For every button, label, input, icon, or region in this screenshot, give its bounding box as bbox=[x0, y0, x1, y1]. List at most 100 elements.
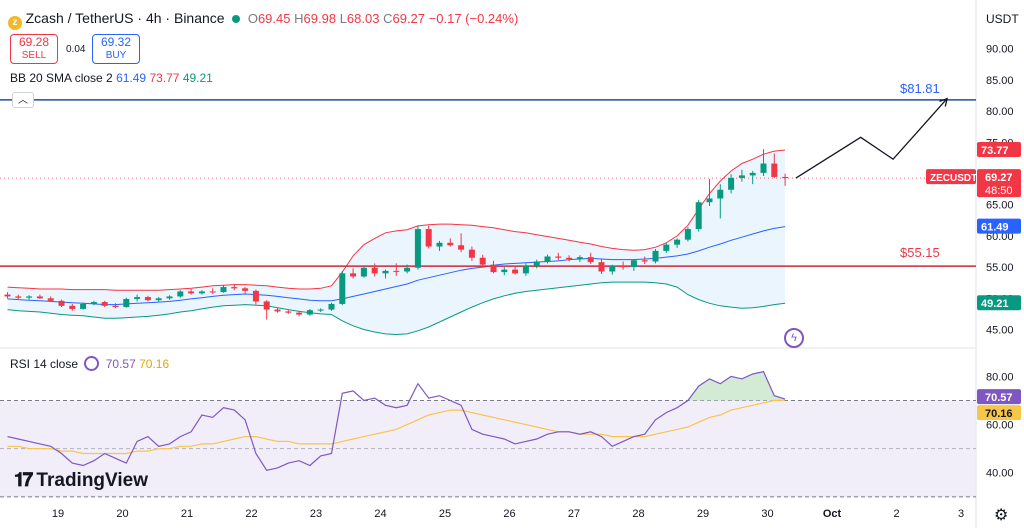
candle-body bbox=[263, 301, 270, 310]
bb-upper-value: 73.77 bbox=[149, 71, 180, 85]
candle-body bbox=[771, 163, 778, 177]
bb-legend[interactable]: BB 20 SMA close 2 61.49 73.77 49.21 bbox=[10, 71, 213, 85]
candle-body bbox=[620, 265, 627, 268]
market-status-dot-icon bbox=[232, 15, 241, 23]
candle-body bbox=[317, 309, 324, 311]
candle-body bbox=[458, 245, 465, 250]
candle-body bbox=[425, 229, 432, 247]
candle-body bbox=[274, 309, 281, 312]
candle-body bbox=[112, 305, 119, 308]
candle-body bbox=[26, 296, 33, 298]
close-value: 69.27 bbox=[392, 11, 426, 26]
candle-body bbox=[674, 239, 681, 245]
candle-body bbox=[4, 294, 11, 297]
rsi-legend-label: RSI 14 close bbox=[10, 357, 79, 371]
hline-label-81-81: $81.81 bbox=[900, 81, 940, 96]
candle-body bbox=[544, 256, 551, 262]
candle-body bbox=[350, 273, 357, 277]
rsi-y-tick-label: 40.00 bbox=[986, 468, 1014, 480]
x-tick-label: 23 bbox=[310, 508, 322, 520]
candle-body bbox=[522, 265, 529, 274]
candle-body bbox=[123, 298, 130, 308]
candle-body bbox=[285, 311, 292, 313]
sell-price: 69.28 bbox=[18, 35, 50, 49]
x-tick-label: 30 bbox=[761, 508, 773, 520]
candle-body bbox=[555, 256, 562, 258]
bb-legend-label: BB 20 SMA close 2 bbox=[10, 71, 113, 85]
settings-gear-icon[interactable]: ⚙ bbox=[994, 507, 1009, 524]
candle-body bbox=[479, 257, 486, 265]
candle-body bbox=[717, 189, 724, 199]
y-tick-label: 85.00 bbox=[986, 75, 1014, 87]
rsi-value: 70.57 bbox=[105, 357, 136, 371]
candle-body bbox=[252, 290, 259, 302]
y-tick-label: 80.00 bbox=[986, 106, 1014, 118]
sell-button[interactable]: 69.28 SELL bbox=[10, 34, 58, 64]
candle-body bbox=[198, 291, 205, 294]
countdown-tag: 48:50 bbox=[985, 185, 1013, 197]
change-value: −0.17 (−0.24%) bbox=[428, 11, 519, 26]
currency-label: USDT bbox=[986, 12, 1019, 26]
candle-body bbox=[447, 242, 454, 246]
collapse-chevron-icon[interactable]: ︿ bbox=[12, 92, 34, 108]
x-tick-label: 26 bbox=[503, 508, 515, 520]
candle-body bbox=[47, 298, 54, 301]
candle-body bbox=[749, 172, 756, 176]
candle-body bbox=[587, 257, 594, 263]
projection-arrowhead bbox=[939, 97, 949, 107]
rsi-settings-icon[interactable] bbox=[84, 356, 100, 371]
zcash-coin-icon: z bbox=[8, 16, 22, 30]
candle-body bbox=[58, 300, 65, 306]
bb-lower-value: 49.21 bbox=[182, 71, 213, 85]
candle-body bbox=[414, 229, 421, 268]
candle-body bbox=[566, 257, 573, 260]
low-value: 68.03 bbox=[346, 11, 380, 26]
rsi-ma-line bbox=[7, 399, 786, 455]
candle-body bbox=[155, 298, 162, 301]
y-tick-label: 45.00 bbox=[986, 325, 1014, 337]
buy-button[interactable]: 69.32 BUY bbox=[92, 34, 140, 64]
chevron-down-icon: ⌄ bbox=[1022, 12, 1024, 26]
candle-body bbox=[468, 249, 475, 258]
rsi-legend[interactable]: RSI 14 close 70.57 70.16 bbox=[10, 356, 169, 371]
candle-body bbox=[177, 291, 184, 297]
candle-body bbox=[90, 302, 97, 304]
candle-body bbox=[339, 273, 346, 304]
x-tick-label: 3 bbox=[958, 508, 964, 520]
bb-basis-price-tag: 61.49 bbox=[981, 222, 1009, 234]
candle-body bbox=[663, 244, 670, 251]
candle-body bbox=[728, 177, 735, 190]
sell-label: SELL bbox=[21, 50, 47, 61]
last-price-tag-bg bbox=[977, 169, 1021, 198]
bolt-icon[interactable]: ϟ bbox=[784, 328, 804, 348]
spread-value: 0.04 bbox=[66, 44, 86, 55]
bb-basis-price-tag-bg bbox=[977, 218, 1021, 234]
open-value: 69.45 bbox=[257, 11, 291, 26]
candle-body bbox=[371, 267, 378, 274]
symbol-tag: ZECUSDT bbox=[930, 173, 977, 184]
candle-body bbox=[695, 202, 702, 230]
rsi-value-tag-bg bbox=[977, 389, 1021, 405]
candle-body bbox=[501, 269, 508, 273]
currency-selector[interactable]: USDT ⌄ bbox=[986, 12, 1024, 26]
candle-body bbox=[533, 261, 540, 266]
hline-label-55-15: $55.15 bbox=[900, 245, 940, 260]
bb-fill bbox=[7, 150, 786, 335]
y-tick-label: 55.00 bbox=[986, 262, 1014, 274]
candle-body bbox=[760, 163, 767, 173]
candle-body bbox=[490, 264, 497, 273]
candle-body bbox=[306, 310, 313, 315]
rsi-y-tick-label: 80.00 bbox=[986, 371, 1014, 383]
x-tick-label: 2 bbox=[893, 508, 899, 520]
symbol-title[interactable]: Zcash / TetherUS · 4h · Binance bbox=[25, 10, 225, 26]
bb-lower-price-tag-bg bbox=[977, 295, 1021, 311]
candle-body bbox=[69, 305, 76, 309]
bb-upper-price-tag: 73.77 bbox=[981, 145, 1009, 157]
high-label: H bbox=[294, 11, 304, 26]
candle-body bbox=[328, 303, 335, 310]
candle-body bbox=[404, 267, 411, 272]
rsi-line bbox=[7, 370, 786, 471]
logo-text: TradingView bbox=[36, 470, 148, 491]
y-tick-label: 65.00 bbox=[986, 200, 1014, 212]
